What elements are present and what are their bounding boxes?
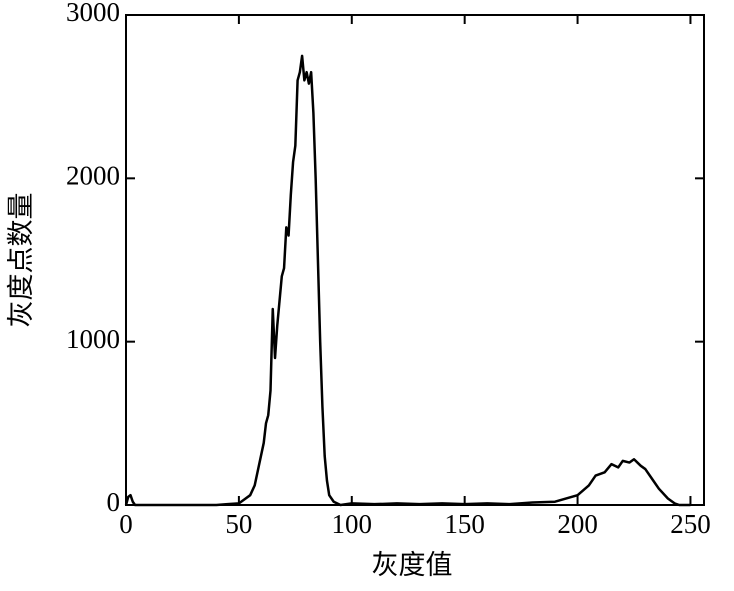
y-axis-label: 灰度点数量 [6,193,36,328]
x-tick-label: 200 [557,509,598,539]
y-tick-label: 1000 [66,324,120,354]
plot-frame [125,14,705,506]
line-series [124,54,691,507]
x-tick-label: 250 [670,509,711,539]
x-tick-label: 150 [444,509,485,539]
x-axis-label: 灰度值 [372,550,453,580]
y-tick-label: 0 [107,487,121,517]
x-tick-label: 100 [332,509,373,539]
y-tick-label: 3000 [66,0,120,27]
x-tick-label: 50 [225,509,252,539]
x-tick-label: 0 [119,509,133,539]
y-tick-label: 2000 [66,161,120,191]
